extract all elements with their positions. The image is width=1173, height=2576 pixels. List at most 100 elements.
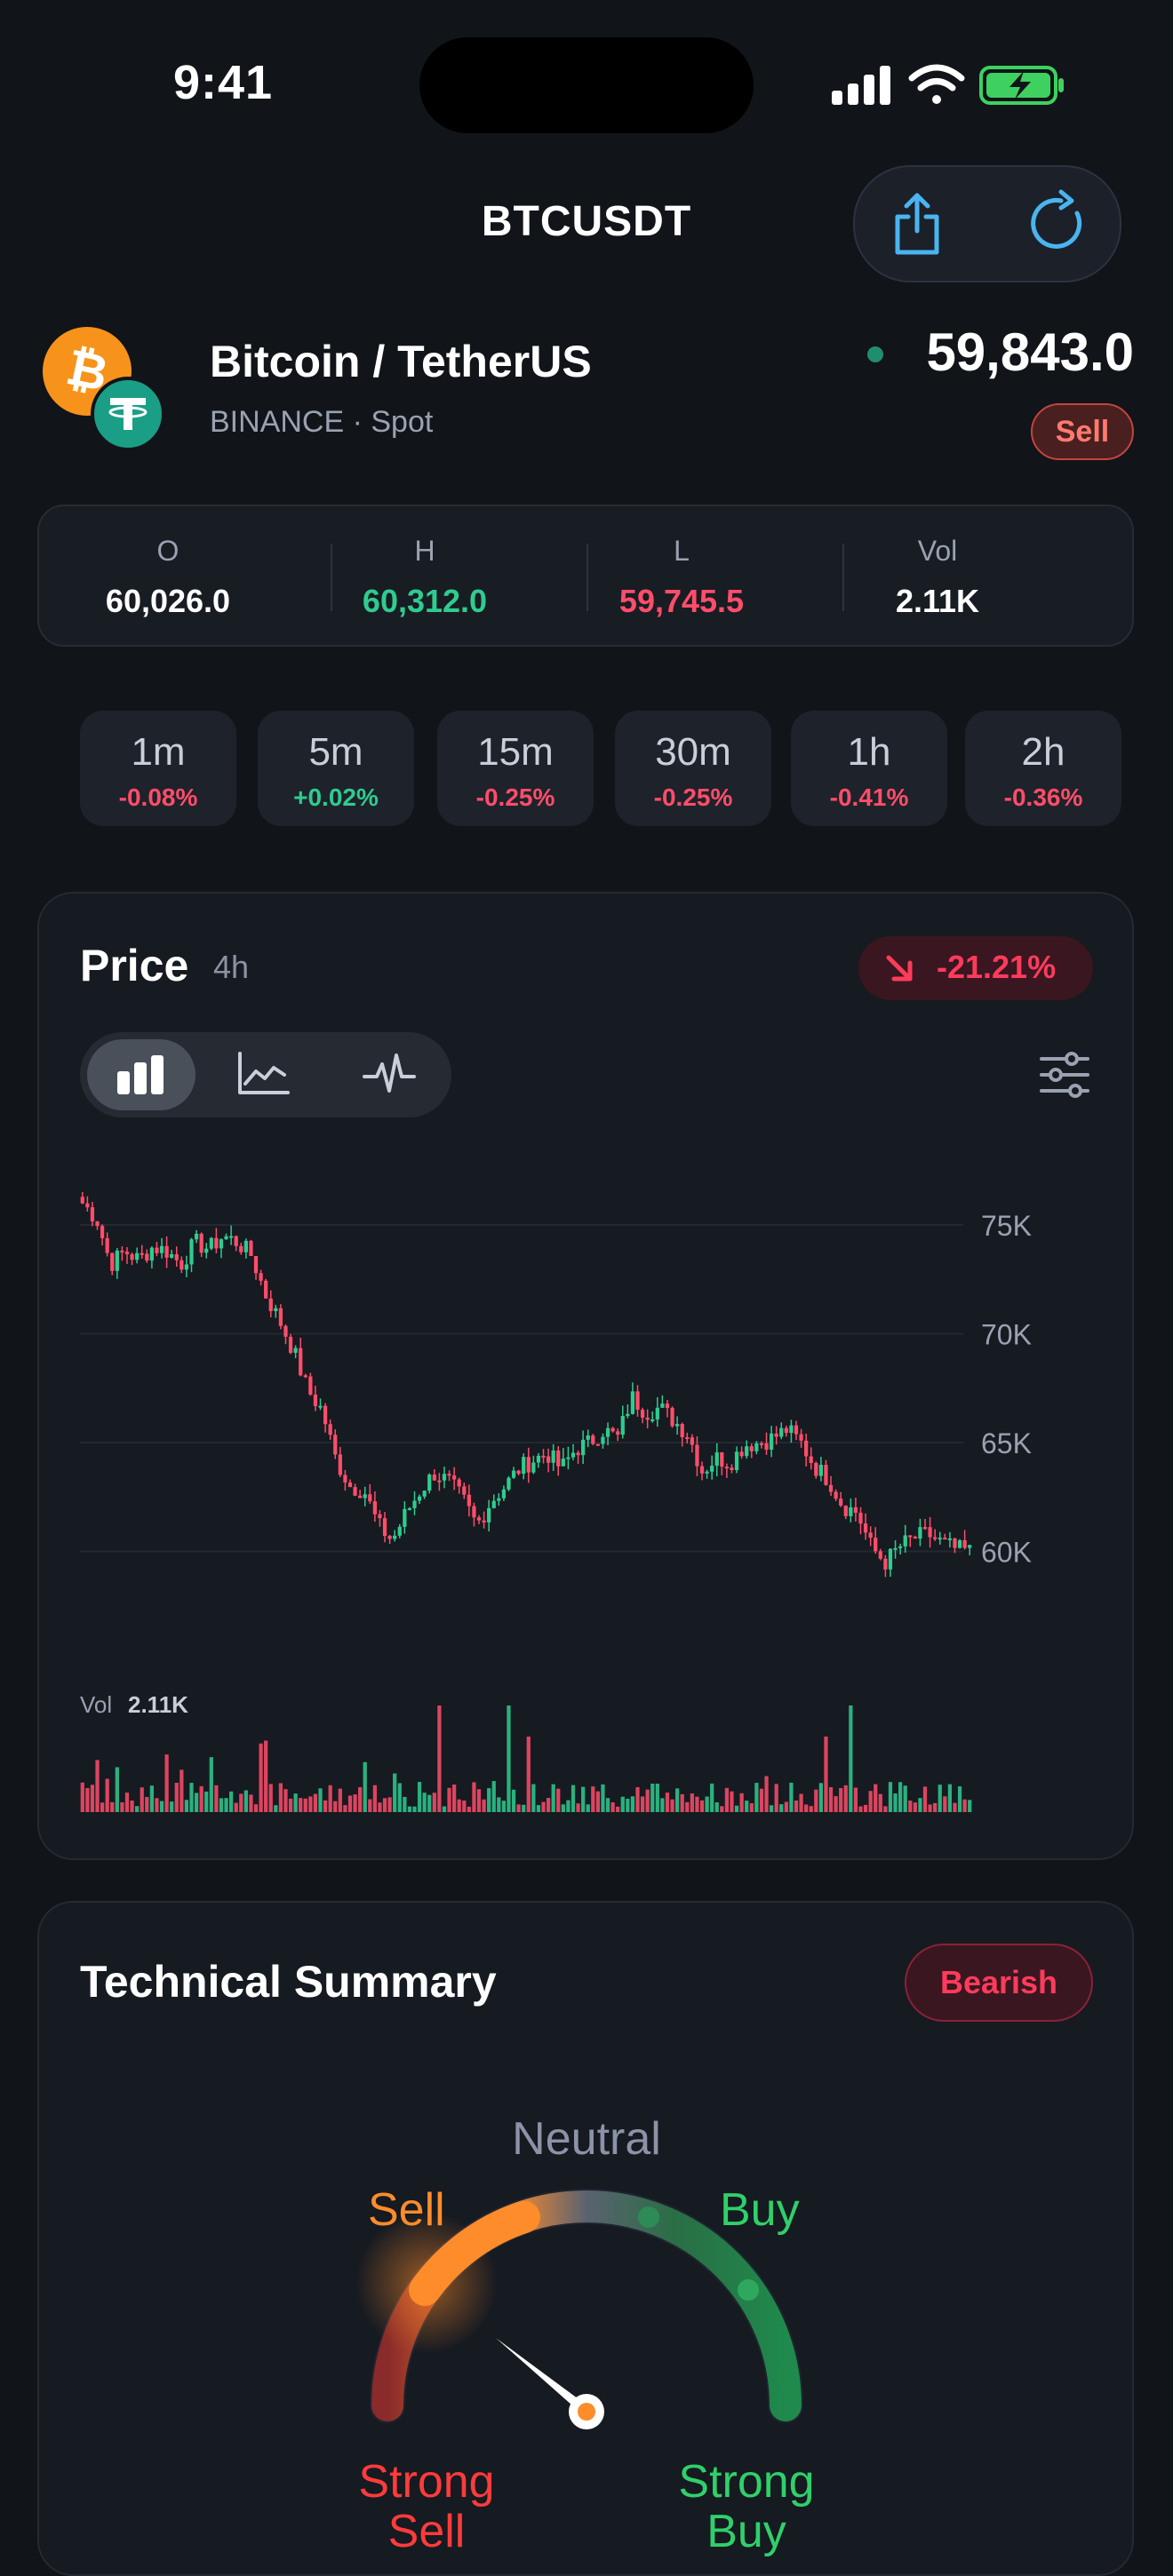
volume-bar — [333, 1801, 338, 1812]
candle-body — [170, 1253, 174, 1258]
candle-body — [586, 1435, 590, 1440]
volume-bar — [303, 1798, 307, 1812]
volume-bar — [224, 1798, 228, 1812]
volume-bar — [338, 1788, 342, 1812]
candle-body — [814, 1462, 818, 1476]
candle-body — [922, 1527, 928, 1530]
candle-body — [124, 1252, 130, 1255]
timeframe-chip-1h[interactable]: 1h -0.41% — [791, 711, 947, 826]
timeframe-chip-5m[interactable]: 5m +0.02% — [258, 711, 414, 826]
volume-bar — [922, 1786, 928, 1812]
timeframe-chip-1m[interactable]: 1m -0.08% — [80, 711, 236, 826]
volume-bar — [938, 1785, 942, 1812]
volume-bar — [620, 1796, 625, 1812]
candle-body — [318, 1405, 323, 1408]
volume-bar — [695, 1796, 699, 1812]
timeframe-chip-15m[interactable]: 15m -0.25% — [437, 711, 594, 826]
divider — [842, 544, 844, 611]
volume-bar — [452, 1784, 457, 1812]
volume-bar — [140, 1787, 144, 1812]
volume-bar — [957, 1786, 962, 1812]
chart-type-pulse-button[interactable] — [361, 1048, 418, 1101]
volume-value: 2.11K — [128, 1691, 188, 1718]
volume-bar — [675, 1788, 680, 1812]
candle-body — [288, 1336, 293, 1353]
y-tick-label: 70K — [981, 1319, 1032, 1351]
volume-bar — [432, 1793, 436, 1812]
candle-body — [293, 1348, 298, 1353]
volume-bar — [828, 1786, 834, 1812]
timeframe-label: 5m — [308, 730, 363, 774]
candle-body — [447, 1474, 451, 1476]
candle-body — [145, 1253, 149, 1261]
candle-body — [849, 1507, 853, 1516]
volume-bar — [759, 1788, 764, 1812]
share-button[interactable] — [882, 188, 953, 259]
candle-body — [734, 1451, 739, 1470]
volume-bar — [541, 1801, 546, 1812]
candle-body — [333, 1435, 338, 1455]
volume-bar — [491, 1781, 496, 1812]
candle-body — [516, 1470, 521, 1475]
candle-body — [115, 1250, 119, 1271]
page-title: BTCUSDT — [481, 198, 692, 245]
chart-settings-button[interactable] — [1036, 1048, 1093, 1101]
volume-bar — [105, 1778, 109, 1812]
volume-bar — [199, 1785, 203, 1812]
volume-bar — [368, 1799, 372, 1812]
volume-bar — [863, 1804, 868, 1812]
chart-type-selector — [80, 1032, 451, 1117]
volume-bar — [616, 1806, 620, 1812]
volume-bar — [95, 1760, 100, 1812]
timeframe-change: -0.25% — [653, 783, 733, 811]
candle-body — [908, 1535, 913, 1538]
candle-body — [630, 1391, 635, 1414]
volume-bar — [80, 1782, 84, 1812]
chart-type-candles-button[interactable] — [112, 1048, 169, 1101]
wifi-icon — [908, 64, 965, 104]
candle-body — [868, 1532, 873, 1538]
volume-bar — [467, 1806, 471, 1812]
volume-bar — [283, 1789, 288, 1812]
volume-bar — [595, 1791, 600, 1812]
volume-bar — [511, 1789, 516, 1812]
candle-body — [635, 1391, 640, 1411]
volume-bar — [412, 1806, 417, 1812]
candle-body — [610, 1427, 615, 1432]
candle-body — [839, 1499, 843, 1506]
ohlv-label: L — [674, 535, 690, 567]
volume-bar — [764, 1776, 769, 1812]
volume-bar — [789, 1782, 794, 1812]
volume-bar — [278, 1783, 283, 1812]
volume-bar — [670, 1799, 674, 1812]
technical-summary-title: Technical Summary — [80, 1957, 497, 2007]
volume-bar — [522, 1804, 526, 1812]
candle-body — [685, 1437, 690, 1440]
candle-body — [432, 1475, 436, 1481]
candle-body — [620, 1416, 625, 1435]
volume-bar — [130, 1800, 134, 1812]
chart-type-line-button[interactable] — [235, 1048, 291, 1101]
volume-bar — [159, 1801, 164, 1812]
volume-bar — [561, 1804, 565, 1812]
live-indicator — [867, 346, 883, 362]
volume-bar — [635, 1786, 640, 1812]
timeframe-chip-30m[interactable]: 30m -0.25% — [615, 711, 771, 826]
candlestick-chart: 75K 70K 65K 60K Vol 2.11K — [80, 1191, 1032, 1812]
candle-body — [387, 1536, 392, 1539]
candle-body — [962, 1539, 967, 1548]
volume-bar — [699, 1800, 705, 1812]
volume-bar — [90, 1785, 95, 1812]
volume-bar — [249, 1794, 253, 1812]
volume-bar — [878, 1793, 882, 1812]
refresh-button[interactable] — [1022, 188, 1093, 259]
timeframe-chip-2h[interactable]: 2h -0.36% — [965, 711, 1121, 826]
candle-body — [407, 1507, 412, 1510]
candle-body — [283, 1325, 288, 1337]
candle-body — [501, 1489, 507, 1499]
period-change-badge: -21.21% — [858, 936, 1093, 1000]
candle-body — [100, 1226, 105, 1238]
candle-body — [259, 1273, 263, 1281]
candle-body — [199, 1233, 203, 1253]
volume-bar — [135, 1806, 140, 1812]
